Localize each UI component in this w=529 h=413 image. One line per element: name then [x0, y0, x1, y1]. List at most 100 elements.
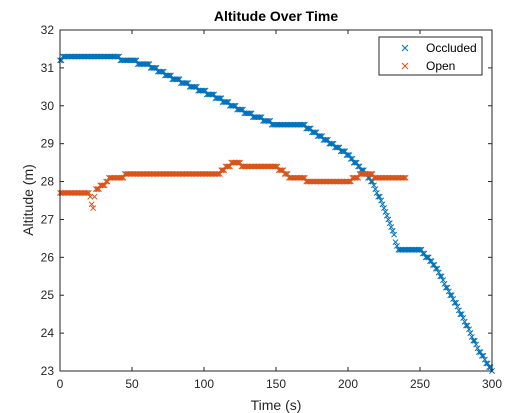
plot-area [60, 30, 492, 371]
data-point [90, 205, 97, 212]
data-point [382, 208, 389, 215]
data-point [466, 326, 472, 333]
y-tick-label: 25 [41, 288, 55, 302]
y-tick-label: 27 [41, 212, 55, 226]
y-tick-label: 28 [41, 175, 55, 189]
x-tick-label: 50 [125, 377, 139, 391]
y-tick-label: 30 [41, 99, 55, 113]
legend-label-open: Open [426, 59, 455, 73]
legend-label-occluded: Occluded [426, 41, 477, 55]
data-point [425, 254, 432, 261]
data-point [453, 299, 459, 306]
x-tick-label: 0 [57, 377, 64, 391]
data-point [461, 318, 468, 325]
data-point [432, 265, 439, 272]
data-point [391, 231, 398, 238]
data-point [444, 284, 451, 291]
legend-marker-occluded [401, 44, 409, 52]
y-tick-label: 24 [41, 326, 55, 340]
data-point [484, 360, 491, 367]
y-tick-label: 31 [41, 61, 55, 75]
data-point [381, 205, 387, 212]
legend-marker-x [401, 62, 409, 70]
data-point [467, 330, 474, 337]
data-point [457, 311, 464, 318]
series-open [57, 159, 409, 212]
data-point [346, 152, 353, 158]
data-point [389, 227, 396, 234]
x-tick-label: 150 [266, 377, 286, 391]
axes-layer: 0 50 100 150 200 250 300 23 24 25 26 27 28 29 30 31 32 [41, 23, 503, 391]
data-point [379, 201, 386, 208]
data-point [481, 356, 488, 363]
data-point [87, 193, 94, 200]
data-point [480, 352, 487, 359]
data-point [471, 337, 478, 344]
data-point [445, 288, 452, 295]
data-point [478, 352, 485, 359]
chart-title: Altitude Over Time [214, 8, 338, 24]
y-axis-label: Altitude (m) [20, 164, 36, 236]
y-tick-label: 32 [41, 23, 55, 37]
data-point [353, 159, 360, 166]
data-point [438, 273, 445, 280]
legend-marker-open [401, 62, 409, 70]
data-point [473, 341, 480, 348]
legend-marker-x [401, 44, 409, 52]
data-point [385, 216, 392, 223]
data-point [84, 189, 91, 196]
data-point [383, 212, 390, 219]
data-point [378, 197, 385, 204]
series-occluded [57, 53, 495, 374]
x-tick-label: 200 [338, 377, 358, 391]
legend-box [378, 36, 483, 76]
data-point [470, 337, 477, 344]
data-point [386, 220, 393, 227]
data-point [441, 280, 448, 287]
data-point [447, 292, 454, 299]
data-point [460, 315, 467, 321]
data-point [463, 322, 470, 329]
data-point [373, 189, 380, 196]
data-point [91, 193, 98, 200]
data-point [375, 193, 382, 200]
data-point [392, 239, 399, 246]
data-point [434, 265, 441, 272]
data-point [101, 182, 108, 189]
data-point [435, 269, 442, 276]
data-point [437, 273, 444, 280]
data-layer [57, 53, 495, 374]
legend: Occluded Open [378, 36, 483, 76]
data-point [477, 349, 484, 356]
data-point [402, 174, 409, 181]
data-point [401, 174, 408, 181]
data-point [454, 303, 461, 310]
x-tick-label: 300 [482, 377, 502, 391]
data-point [85, 189, 92, 196]
data-point [388, 224, 395, 230]
data-point [372, 186, 379, 193]
data-point [468, 333, 475, 340]
data-point [455, 307, 462, 314]
data-point [474, 345, 481, 352]
y-tick-label: 26 [41, 250, 55, 264]
data-point [440, 277, 446, 284]
data-point [370, 182, 377, 189]
data-point [450, 296, 457, 302]
data-point [458, 311, 465, 318]
y-tick-label: 29 [41, 137, 55, 151]
data-point [88, 201, 95, 208]
data-point [486, 364, 493, 371]
x-tick-label: 250 [410, 377, 430, 391]
data-point [442, 284, 449, 291]
data-point [448, 292, 455, 299]
y-tick-label: 23 [41, 364, 55, 378]
x-tick-label: 100 [194, 377, 214, 391]
data-point [431, 261, 438, 268]
data-point [464, 322, 471, 329]
data-point [418, 246, 425, 253]
data-point [376, 193, 383, 200]
data-point [428, 258, 435, 265]
data-point [451, 299, 458, 306]
